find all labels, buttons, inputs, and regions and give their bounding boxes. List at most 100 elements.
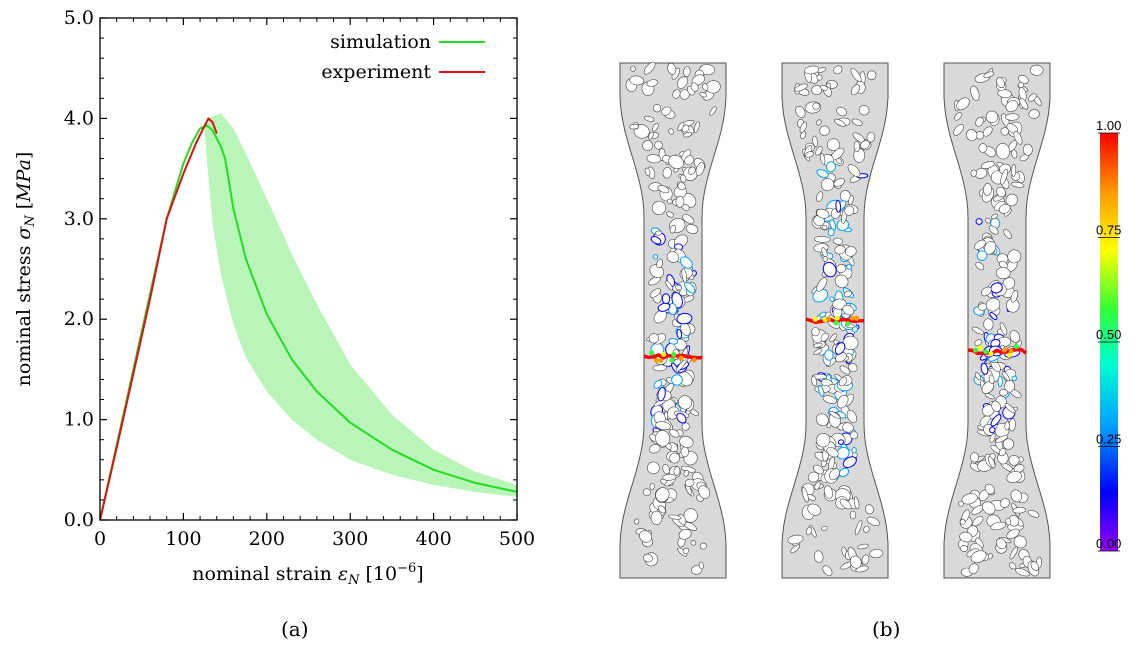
specimen-2 xyxy=(781,62,889,579)
x-tick-label: 300 xyxy=(332,528,368,550)
aggregate xyxy=(851,447,857,454)
aggregate xyxy=(709,106,717,116)
aggregate xyxy=(811,85,823,96)
aggregate xyxy=(996,186,1006,198)
aggregate xyxy=(630,65,636,72)
aggregate xyxy=(836,106,847,117)
aggregate xyxy=(1011,164,1017,177)
aggregate xyxy=(644,167,651,177)
specimen-outline xyxy=(943,62,1051,579)
aggregate xyxy=(829,333,838,343)
aggregate xyxy=(811,375,817,387)
aggregate xyxy=(820,332,829,342)
damage-spot xyxy=(661,352,667,357)
aggregate xyxy=(865,504,874,515)
aggregate xyxy=(646,79,659,87)
aggregate xyxy=(678,395,693,410)
aggregate xyxy=(687,166,696,175)
aggregate xyxy=(974,239,986,250)
aggregate xyxy=(997,375,1003,388)
aggregate xyxy=(815,145,823,156)
aggregate xyxy=(999,498,1010,508)
aggregate xyxy=(1008,454,1020,466)
aggregate xyxy=(838,376,847,387)
colorbar-tick-label: 0.25 xyxy=(1096,432,1121,447)
aggregate xyxy=(988,225,999,235)
aggregate xyxy=(695,162,705,176)
aggregate xyxy=(1015,568,1030,577)
y-tick-label: 1.0 xyxy=(64,409,94,431)
aggregate xyxy=(654,140,663,150)
aggregate xyxy=(815,433,831,448)
aggregate xyxy=(787,534,804,545)
aggregate xyxy=(842,456,857,469)
aggregate xyxy=(652,254,659,260)
aggregate xyxy=(646,461,660,475)
aggregate xyxy=(698,561,705,570)
aggregate xyxy=(851,118,863,126)
aggregate xyxy=(819,311,827,318)
aggregate xyxy=(650,235,662,245)
legend: simulation experiment xyxy=(321,31,485,83)
aggregate xyxy=(836,218,849,232)
aggregate xyxy=(655,230,663,236)
aggregate xyxy=(845,246,857,257)
aggregate xyxy=(1012,507,1027,514)
x-tick-label: 400 xyxy=(415,528,451,550)
aggregate xyxy=(679,435,694,448)
aggregate xyxy=(849,510,857,520)
aggregate xyxy=(970,550,987,564)
aggregate xyxy=(657,302,671,312)
aggregate xyxy=(656,258,664,269)
aggregate xyxy=(860,140,870,150)
aggregate xyxy=(790,544,801,554)
aggregate xyxy=(657,386,666,402)
aggregate xyxy=(646,154,661,164)
aggregate xyxy=(842,422,854,433)
aggregate xyxy=(671,374,683,386)
crack-line xyxy=(967,347,1028,356)
aggregate xyxy=(839,365,851,375)
aggregate xyxy=(801,486,809,503)
aggregate xyxy=(1028,93,1037,102)
aggregate xyxy=(812,102,820,110)
aggregate xyxy=(854,519,863,536)
aggregate xyxy=(991,213,998,220)
aggregate xyxy=(814,481,821,490)
aggregate xyxy=(816,74,823,81)
aggregate xyxy=(1004,421,1010,431)
aggregate xyxy=(1013,130,1023,145)
damage-spot xyxy=(826,316,831,322)
aggregate xyxy=(869,548,884,559)
aggregate xyxy=(824,349,834,361)
damage-spot xyxy=(653,357,659,363)
aggregate xyxy=(822,395,837,404)
x-tick-label: 500 xyxy=(499,528,535,550)
aggregate xyxy=(653,379,663,389)
aggregate xyxy=(634,518,640,525)
aggregate xyxy=(829,410,841,419)
damage-spot xyxy=(812,316,818,322)
aggregate xyxy=(794,83,808,92)
aggregate xyxy=(978,143,988,153)
damage-spot xyxy=(977,345,983,351)
aggregate xyxy=(823,485,833,500)
aggregate xyxy=(850,68,862,83)
aggregate xyxy=(655,430,670,447)
aggregate xyxy=(683,508,698,523)
aggregate xyxy=(1013,464,1025,473)
aggregate xyxy=(842,304,855,316)
colorbar-tick-label: 0.50 xyxy=(1096,327,1121,342)
aggregate xyxy=(815,119,822,126)
aggregate xyxy=(980,286,992,297)
aggregate xyxy=(846,409,858,423)
aggregate xyxy=(861,554,870,565)
aggregate xyxy=(836,264,847,273)
aggregate xyxy=(813,342,823,348)
aggregate xyxy=(822,224,828,230)
aggregate xyxy=(661,293,671,305)
aggregate xyxy=(995,143,1010,160)
aggregate xyxy=(1006,471,1022,483)
aggregate xyxy=(684,478,695,487)
aggregate xyxy=(985,297,1001,312)
